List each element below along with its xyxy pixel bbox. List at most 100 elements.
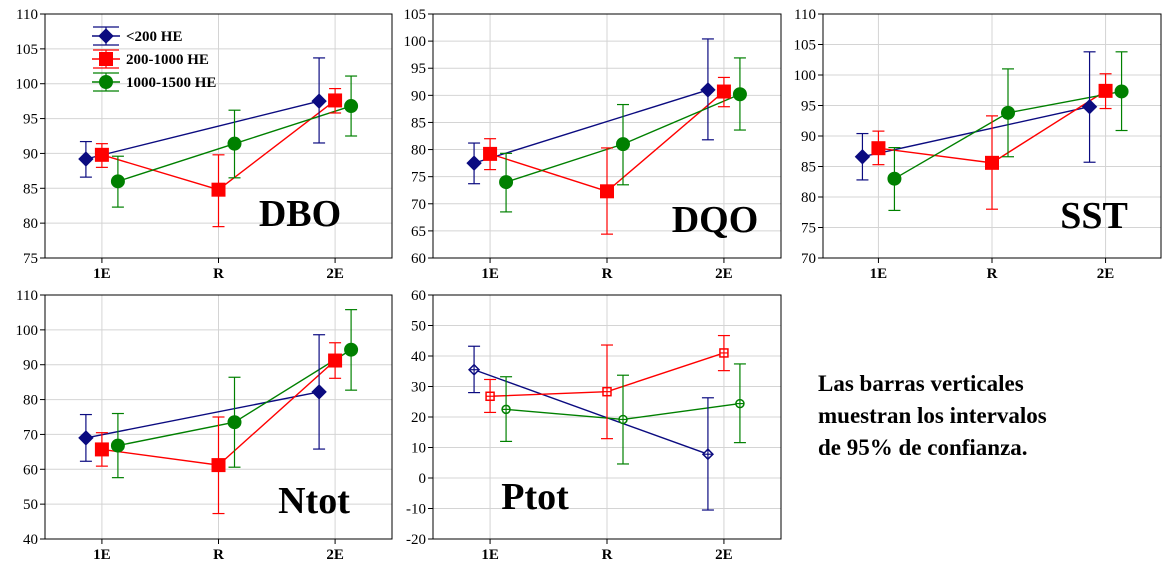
y-tick-label: -20 xyxy=(406,532,426,548)
y-tick-label: 65 xyxy=(411,224,426,240)
x-tick-label: R xyxy=(213,266,224,282)
series-line-lt200 xyxy=(473,89,709,164)
y-tick-label: 80 xyxy=(23,216,38,232)
data-point-high xyxy=(227,415,242,430)
data-point-high xyxy=(1114,84,1129,99)
data-point-high xyxy=(110,438,125,453)
data-point-mid xyxy=(94,442,109,457)
y-tick-label: 50 xyxy=(411,319,426,335)
y-tick-label: 100 xyxy=(16,323,39,339)
plot-frame xyxy=(432,294,782,540)
series-line-lt200 xyxy=(85,391,320,439)
plot-frame xyxy=(822,13,1162,259)
y-tick-label: 95 xyxy=(411,61,426,77)
data-point-high xyxy=(616,137,630,152)
series-line-lt200 xyxy=(85,100,320,160)
series-line-lt200 xyxy=(473,369,709,455)
y-tick-label: 40 xyxy=(411,349,426,365)
y-tick-label: 100 xyxy=(16,77,39,93)
data-point-mid xyxy=(328,93,343,108)
data-point-lt200 xyxy=(466,155,482,171)
data-point-mid xyxy=(211,458,226,473)
confidence-note: Las barras verticales muestran los inter… xyxy=(818,368,1158,464)
data-point-mid xyxy=(871,141,886,156)
data-point-high xyxy=(732,87,747,102)
y-tick-label: 10 xyxy=(411,441,426,457)
y-tick-label: 95 xyxy=(23,112,38,128)
data-point-high xyxy=(499,175,514,190)
y-tick-label: 90 xyxy=(23,358,38,374)
data-point-high xyxy=(344,99,359,114)
y-tick-label: 70 xyxy=(801,251,816,267)
x-tick-label: 2E xyxy=(326,266,344,282)
panel-sst: 70 75 80 85 90 95 100 105 110 1E R 2E SST xyxy=(794,7,1162,282)
legend-marker-high xyxy=(99,75,113,89)
data-point-mid xyxy=(328,353,343,368)
note-line-2: muestran los intervalos xyxy=(818,403,1047,428)
legend-marker-lt200 xyxy=(98,28,114,44)
chart-title: DQO xyxy=(672,199,759,241)
data-point-lt200 xyxy=(700,82,716,98)
y-tick-label: 100 xyxy=(794,68,817,84)
data-point-mid xyxy=(483,146,498,161)
chart-title: DBO xyxy=(259,193,341,235)
y-tick-label: 80 xyxy=(23,393,38,409)
y-tick-label: 110 xyxy=(16,288,38,304)
data-point-high xyxy=(227,136,242,151)
chart-title: Ptot xyxy=(501,476,569,518)
y-tick-label: 75 xyxy=(411,170,426,186)
data-point-lt200 xyxy=(311,384,327,400)
data-point-mid xyxy=(600,184,614,199)
data-point-high xyxy=(344,342,359,357)
y-tick-label: -10 xyxy=(406,502,426,518)
y-tick-label: 80 xyxy=(411,143,426,159)
y-tick-label: 60 xyxy=(23,462,38,478)
legend-marker-mid xyxy=(99,52,113,66)
y-tick-label: 75 xyxy=(23,251,38,267)
y-tick-label: 105 xyxy=(794,38,817,54)
y-tick-label: 90 xyxy=(411,88,426,104)
data-point-mid xyxy=(716,84,731,99)
y-tick-label: 30 xyxy=(411,380,426,396)
y-tick-label: 60 xyxy=(411,288,426,304)
data-point-mid xyxy=(985,155,999,170)
legend: <200 HE 200-1000 HE 1000-1500 HE xyxy=(92,26,216,92)
data-point-lt200 xyxy=(78,151,94,167)
legend-label: 1000-1500 HE xyxy=(126,75,216,91)
y-tick-label: 110 xyxy=(794,7,816,23)
y-tick-label: 85 xyxy=(23,181,38,197)
x-tick-label: R xyxy=(602,266,613,282)
plot-frame xyxy=(44,13,393,259)
data-point-lt200 xyxy=(78,430,94,446)
data-point-lt200 xyxy=(311,93,327,109)
y-tick-label: 105 xyxy=(16,42,39,58)
y-tick-label: 100 xyxy=(404,34,427,50)
y-tick-label: 85 xyxy=(801,160,816,176)
data-point-mid xyxy=(1098,83,1113,98)
data-point-high xyxy=(1001,105,1015,120)
y-tick-label: 70 xyxy=(411,197,426,213)
note-line-1: Las barras verticales xyxy=(818,371,1024,396)
chart-title: SST xyxy=(1060,195,1128,237)
y-tick-label: 95 xyxy=(801,99,816,115)
y-tick-label: 40 xyxy=(23,532,38,548)
x-tick-label: 2E xyxy=(1097,266,1115,282)
panel-dbo: 75 80 85 90 95 100 105 110 1E R 2E DBO <200 HE 200-10… xyxy=(16,7,393,282)
panel-dqo: 60 65 70 75 80 85 90 95 100 105 1E R 2E DQO xyxy=(404,7,782,282)
y-tick-label: 0 xyxy=(419,471,427,487)
x-tick-label: 2E xyxy=(715,547,733,563)
panel-ntot: 40 50 60 70 80 90 100 110 1E R 2E Ntot xyxy=(16,288,393,563)
legend-label: 200-1000 HE xyxy=(126,52,209,68)
data-point-mid xyxy=(94,147,109,162)
y-tick-label: 110 xyxy=(16,7,38,23)
x-tick-label: 1E xyxy=(481,547,499,563)
y-tick-label: 90 xyxy=(23,146,38,162)
plot-frame xyxy=(44,294,393,540)
x-tick-label: 2E xyxy=(715,266,733,282)
note-line-3: de 95% de confianza. xyxy=(818,435,1028,460)
x-tick-label: R xyxy=(213,547,224,563)
y-tick-label: 60 xyxy=(411,251,426,267)
x-tick-label: 2E xyxy=(326,547,344,563)
y-tick-label: 20 xyxy=(411,410,426,426)
plot-frame xyxy=(432,13,782,259)
